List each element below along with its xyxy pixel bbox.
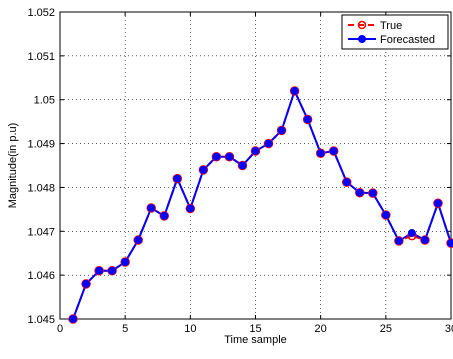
point-forecasted <box>96 267 103 274</box>
y-tick-label: 1.051 <box>27 51 55 63</box>
x-tick-label: 0 <box>57 323 63 335</box>
point-forecasted <box>448 240 453 247</box>
y-tick-labels: 1.045 1.046 1.047 1.048 1.049 1.05 1.051 1.052 <box>27 7 55 326</box>
point-forecasted <box>304 116 311 123</box>
point-forecasted <box>369 190 376 197</box>
point-forecasted <box>135 237 142 244</box>
y-axis-label: Magnitude(in p.u) <box>7 123 19 209</box>
point-forecasted <box>226 153 233 160</box>
point-forecasted <box>408 230 415 237</box>
legend: True Forecasted <box>342 15 448 49</box>
point-forecasted <box>382 212 389 219</box>
gridlines <box>60 12 451 319</box>
point-forecasted <box>395 237 402 244</box>
point-forecasted <box>187 205 194 212</box>
legend-marker-forecasted <box>359 36 366 43</box>
point-forecasted <box>330 148 337 155</box>
series-line-forecasted <box>73 91 451 319</box>
point-forecasted <box>200 166 207 173</box>
x-tick-label: 25 <box>380 323 392 335</box>
point-forecasted <box>317 150 324 157</box>
x-tick-label: 30 <box>445 323 453 335</box>
y-tick-label: 1.046 <box>27 270 55 282</box>
y-tick-label: 1.052 <box>27 7 55 19</box>
point-forecasted <box>252 148 259 155</box>
series-line-true <box>73 91 451 319</box>
x-axis-label: Time sample <box>224 334 287 346</box>
point-forecasted <box>148 205 155 212</box>
point-forecasted <box>343 179 350 186</box>
point-forecasted <box>356 189 363 196</box>
point-forecasted <box>70 316 77 323</box>
point-forecasted <box>174 175 181 182</box>
point-forecasted <box>83 280 90 287</box>
x-tick-label: 10 <box>184 323 196 335</box>
point-forecasted <box>434 200 441 207</box>
point-forecasted <box>421 237 428 244</box>
legend-label-true: True <box>380 20 402 32</box>
y-tick-label: 1.05 <box>34 95 55 107</box>
point-forecasted <box>239 162 246 169</box>
legend-label-forecasted: Forecasted <box>380 34 435 46</box>
point-forecasted <box>291 87 298 94</box>
y-tick-label: 1.047 <box>27 226 55 238</box>
y-tick-label: 1.049 <box>27 139 55 151</box>
x-tick-label: 20 <box>315 323 327 335</box>
point-forecasted <box>161 212 168 219</box>
series-layer <box>69 87 453 323</box>
point-forecasted <box>265 140 272 147</box>
y-tick-label: 1.045 <box>27 314 55 326</box>
point-forecasted <box>278 127 285 134</box>
y-tick-label: 1.048 <box>27 182 55 194</box>
point-forecasted <box>122 258 129 265</box>
point-forecasted <box>213 153 220 160</box>
point-forecasted <box>109 267 116 274</box>
x-tick-label: 5 <box>122 323 128 335</box>
